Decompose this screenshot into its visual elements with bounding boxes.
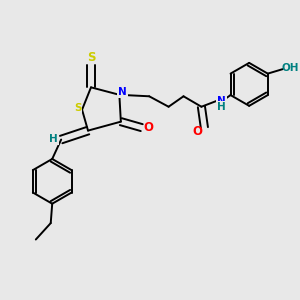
Text: N: N [217, 96, 226, 106]
Text: O: O [193, 125, 203, 138]
Text: OH: OH [281, 63, 299, 73]
Text: H: H [49, 134, 58, 144]
Text: S: S [87, 51, 95, 64]
Text: S: S [74, 103, 81, 113]
Text: H: H [217, 102, 226, 112]
Text: N: N [118, 87, 127, 97]
Text: O: O [143, 121, 153, 134]
